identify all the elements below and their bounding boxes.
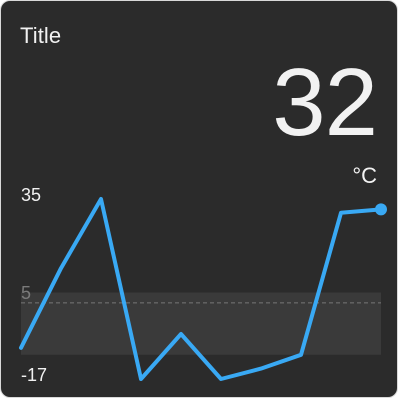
latest-point bbox=[375, 203, 387, 216]
card-title: Title bbox=[20, 23, 62, 48]
current-value: 32 bbox=[272, 49, 378, 156]
threshold-label: 5 bbox=[21, 283, 32, 303]
series-line bbox=[19, 197, 383, 381]
y-min-label: -17 bbox=[21, 365, 48, 385]
y-max-label: 35 bbox=[21, 185, 42, 205]
normal-range-band bbox=[21, 292, 381, 355]
unit-label: °C bbox=[352, 163, 377, 188]
